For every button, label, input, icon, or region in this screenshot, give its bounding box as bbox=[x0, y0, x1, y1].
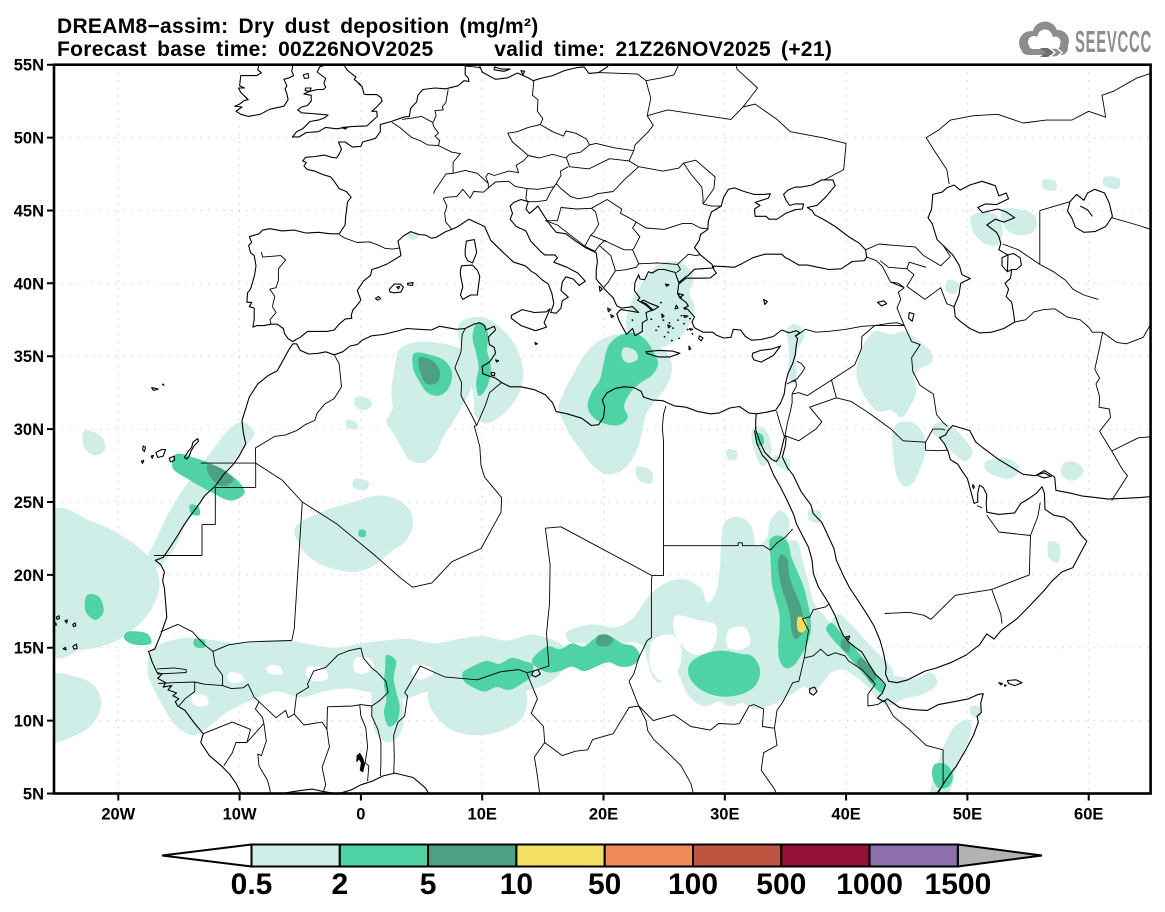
svg-text:20E: 20E bbox=[589, 806, 618, 824]
svg-text:10N: 10N bbox=[14, 713, 44, 731]
svg-text:60E: 60E bbox=[1074, 806, 1103, 824]
svg-text:30N: 30N bbox=[14, 421, 44, 439]
svg-text:SEEVCCC: SEEVCCC bbox=[1075, 25, 1152, 59]
svg-text:5: 5 bbox=[420, 868, 437, 901]
svg-text:10W: 10W bbox=[223, 806, 257, 824]
svg-text:5N: 5N bbox=[23, 786, 44, 804]
svg-text:25N: 25N bbox=[14, 494, 44, 512]
svg-text:10: 10 bbox=[500, 868, 533, 901]
svg-text:Forecast base time: 00Z26NOV20: Forecast base time: 00Z26NOV2025 valid t… bbox=[57, 38, 832, 61]
svg-text:500: 500 bbox=[756, 868, 806, 901]
svg-text:30E: 30E bbox=[710, 806, 739, 824]
svg-text:1000: 1000 bbox=[836, 868, 903, 901]
svg-text:50E: 50E bbox=[953, 806, 982, 824]
svg-text:2: 2 bbox=[331, 868, 348, 901]
svg-text:20N: 20N bbox=[14, 567, 44, 585]
svg-text:40E: 40E bbox=[831, 806, 860, 824]
svg-text:0.5: 0.5 bbox=[231, 868, 273, 901]
svg-text:1500: 1500 bbox=[925, 868, 992, 901]
svg-text:10E: 10E bbox=[468, 806, 497, 824]
svg-text:50N: 50N bbox=[14, 130, 44, 148]
svg-text:40N: 40N bbox=[14, 275, 44, 293]
svg-text:35N: 35N bbox=[14, 348, 44, 366]
svg-text:100: 100 bbox=[668, 868, 718, 901]
svg-text:0: 0 bbox=[356, 806, 365, 824]
svg-text:55N: 55N bbox=[14, 57, 44, 75]
svg-text:DREAM8−assim: Dry dust deposit: DREAM8−assim: Dry dust deposition (mg/m²… bbox=[57, 15, 539, 38]
svg-text:45N: 45N bbox=[14, 203, 44, 221]
svg-text:50: 50 bbox=[588, 868, 621, 901]
svg-text:20W: 20W bbox=[101, 806, 135, 824]
svg-text:15N: 15N bbox=[14, 640, 44, 658]
